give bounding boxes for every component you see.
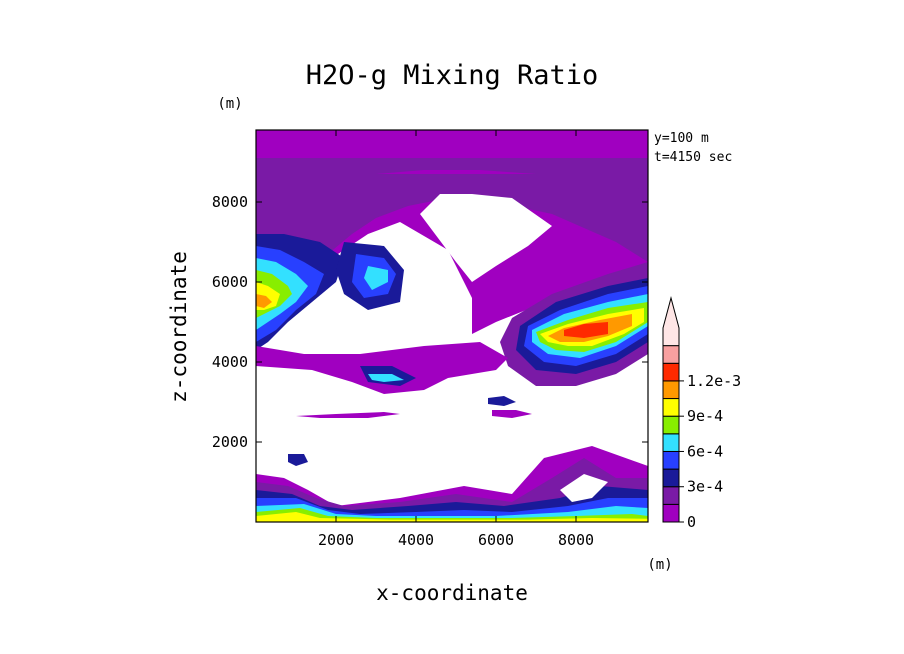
- contour-dry-top-gap: [420, 194, 552, 282]
- y-tick-label: 2000: [212, 433, 248, 451]
- x-axis-label: x-coordinate: [376, 581, 528, 605]
- x-tick-label: 2000: [318, 531, 354, 549]
- contour-surface-l6: [256, 512, 648, 522]
- annotation-t: t=4150 sec: [654, 150, 732, 165]
- colorbar-tick-label: 9e-4: [687, 407, 723, 425]
- y-tick-label: 8000: [212, 193, 248, 211]
- annotation-y: y=100 m: [654, 131, 709, 146]
- colorbar-swatch: [662, 450, 680, 470]
- contour-layers: [256, 130, 648, 522]
- y-tick-label: 4000: [212, 353, 248, 371]
- contour-right-plume-l8: [564, 322, 608, 338]
- contour-mid-band-l4: [368, 374, 404, 382]
- colorbar-swatch: [662, 415, 680, 435]
- contour-upper-moist-layer-l1: [256, 150, 648, 322]
- contour-small-surface-cell-l2: [288, 454, 308, 466]
- colorbar-extend-triangle: [662, 296, 680, 347]
- colorbar-swatch: [662, 362, 680, 382]
- contour-mid-left-cell-l4: [364, 266, 388, 290]
- contour-left-plume-l7: [256, 294, 272, 308]
- colorbar-swatch: [662, 345, 680, 364]
- y-unit-label: (m): [217, 96, 242, 112]
- colorbar-swatch: [662, 398, 680, 417]
- contour-top-band-inner: [256, 158, 648, 194]
- contour-thin-line-l0: [296, 412, 400, 418]
- contour-small-cell-l2: [488, 396, 516, 406]
- colorbar-tick-label: 6e-4: [687, 442, 723, 460]
- colorbar-swatch: [662, 503, 680, 523]
- axis-ticks: 2000 4000 6000 8000 2000 4000 6000 8000: [212, 130, 648, 549]
- chart-title: H2O-g Mixing Ratio: [306, 60, 599, 91]
- colorbar-tick-label: 0: [687, 513, 696, 531]
- contour-surface-dry-gap: [560, 474, 608, 502]
- plot-frame: [255, 129, 649, 523]
- colorbar-swatch: [662, 486, 680, 505]
- x-unit-label: (m): [647, 557, 672, 573]
- colorbar-swatch: [662, 468, 680, 488]
- colorbar-swatch: [662, 433, 680, 452]
- y-tick-label: 6000: [212, 273, 248, 291]
- colorbar-swatch: [662, 380, 680, 400]
- colorbar: 0 3e-4 6e-4 9e-4 1.2e-3: [662, 296, 741, 531]
- x-tick-label: 4000: [398, 531, 434, 549]
- y-axis-label: z-coordinate: [167, 251, 191, 403]
- x-tick-label: 6000: [478, 531, 514, 549]
- contour-small-cell-l0: [492, 410, 532, 418]
- colorbar-tick-label: 1.2e-3: [687, 372, 741, 390]
- contour-surface-l5: [256, 508, 648, 522]
- colorbar-tick-label: 3e-4: [687, 478, 723, 496]
- x-tick-label: 8000: [558, 531, 594, 549]
